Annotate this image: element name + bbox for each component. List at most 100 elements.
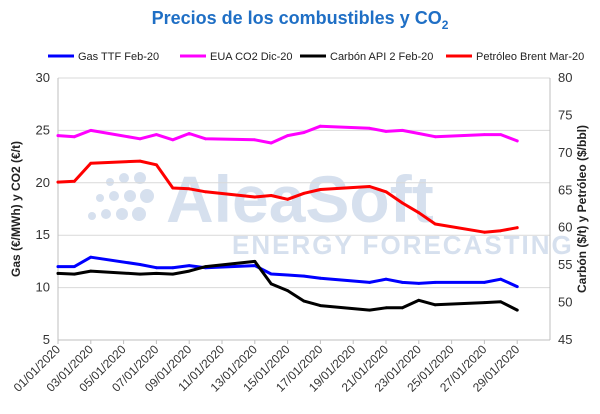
series-point-0 [384,277,388,281]
series-point-1 [401,129,404,132]
y-tick-right: 70 [558,145,572,160]
series-point-0 [138,263,142,266]
series-point-2 [171,272,175,276]
series-point-3 [384,190,388,194]
series-point-2 [56,272,60,275]
series-point-3 [417,211,421,215]
series-point-2 [286,289,289,292]
series-point-3 [483,230,486,234]
chart-title-main: Precios de los combustibles y CO [152,8,442,28]
y-tick-left: 25 [36,122,50,137]
series-point-2 [417,298,421,302]
y-axis-label-left: Gas (€/MWh) y CO2 (€/t) [9,141,23,277]
series-point-2 [204,265,208,268]
legend-item-2: Carbón API 2 Feb-20 [300,51,433,63]
series-point-2 [319,304,322,307]
series-point-2 [187,269,191,273]
series-point-2 [499,300,503,304]
y-tick-right: 60 [558,220,572,235]
series-point-3 [302,191,306,195]
watermark-brand: AleaSoft [166,162,434,236]
series-point-2 [368,308,371,312]
legend-item-0: Gas TTF Feb-20 [48,51,159,63]
chart-title-subscript: 2 [442,18,449,32]
series-point-1 [433,135,437,139]
series-point-3 [401,201,404,205]
series-point-0 [56,265,60,268]
y-tick-left: 30 [36,70,50,85]
legend-label: Carbón API 2 Feb-20 [330,51,433,63]
y-axis-label-right: Carbón ($/t) y Petróleo ($/bbl) [575,125,589,293]
series-point-3 [286,197,289,201]
legend-item-3: Petróleo Brent Mar-20 [446,51,584,63]
legend-label: Petróleo Brent Mar-20 [476,51,584,63]
y-tick-left: 20 [36,175,50,190]
series-point-3 [319,188,322,191]
series-point-2 [302,299,306,303]
series-point-0 [187,264,191,267]
legend: Gas TTF Feb-20 EUA CO2 Dic-20 Carbón API 2… [48,51,584,63]
series-point-0 [515,285,519,288]
y-tick-right: 45 [558,332,572,347]
series-point-0 [433,281,437,284]
series-point-3 [204,190,208,194]
y-tick-right: 50 [558,295,572,310]
series-point-1 [417,132,421,135]
series-point-1 [171,138,175,142]
series-point-1 [319,124,322,128]
series-point-2 [269,282,273,286]
series-point-1 [302,131,306,134]
series-point-0 [73,265,76,268]
series-point-3 [515,226,519,230]
series-point-1 [384,130,388,133]
series-point-2 [401,306,404,310]
y-tick-right: 80 [558,70,572,85]
series-line-2 [56,259,519,312]
series-point-1 [483,133,486,137]
series-point-0 [269,272,273,276]
series-point-3 [138,159,142,163]
series-point-0 [401,281,404,284]
series-point-2 [483,301,486,304]
series-point-1 [204,137,208,141]
series-point-1 [269,141,273,145]
series-point-0 [319,276,322,280]
series-point-2 [384,306,388,310]
series-point-1 [187,132,191,135]
series-point-3 [253,195,257,199]
series-point-0 [155,266,158,270]
y-tick-left: 10 [36,280,50,295]
grid-layer [57,77,551,341]
legend-label: EUA CO2 Dic-20 [210,51,293,63]
series-point-0 [499,277,503,281]
legend-label: Gas TTF Feb-20 [78,51,159,63]
series-point-2 [433,303,437,307]
series-point-3 [499,229,503,233]
series-point-3 [56,180,60,184]
series-point-1 [286,134,289,138]
y-tick-right: 55 [558,257,572,272]
series-point-3 [73,179,76,183]
chart-title: Precios de los combustibles y CO2 [152,8,449,32]
series-point-1 [138,137,142,141]
series-layer [56,124,519,312]
series-point-2 [89,269,93,273]
y-tick-right: 65 [558,182,572,197]
series-point-0 [483,281,486,284]
series-point-1 [368,126,371,130]
series-point-3 [433,222,437,226]
watermark: AleaSoft ENERGY FORECASTING [88,162,572,260]
series-point-0 [368,281,371,284]
series-point-3 [187,187,191,191]
y-tick-left: 5 [43,332,50,347]
series-point-1 [499,133,503,137]
series-point-3 [171,186,175,190]
series-point-3 [368,185,371,188]
series-point-0 [302,274,306,278]
series-point-2 [138,272,142,276]
series-point-0 [171,266,175,270]
series-point-2 [73,272,76,276]
series-point-3 [89,161,93,165]
series-point-2 [155,272,158,275]
